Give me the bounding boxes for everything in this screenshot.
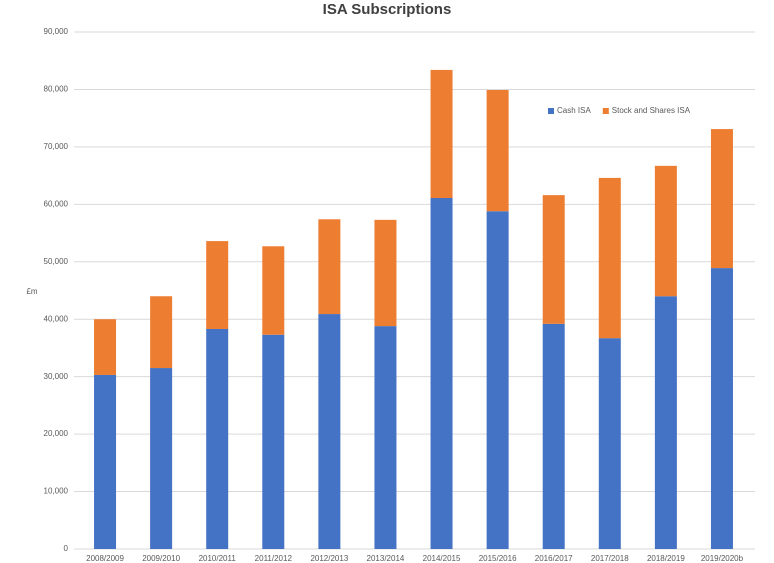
bar-segment [486,211,509,549]
legend-swatch [548,108,554,114]
y-axis-label: £m [26,287,37,296]
x-tick-label: 2015/2016 [479,554,517,563]
x-tick-label: 2013/2014 [367,554,405,563]
x-tick-label: 2016/2017 [535,554,573,563]
bar-segment [94,374,117,549]
bar-segment [94,319,117,375]
bar-segment [710,268,733,549]
chart-title: ISA Subscriptions [323,1,452,18]
x-tick-label: 2010/2011 [199,554,237,563]
x-tick-label: 2019/2020b [701,554,744,563]
bar-segment [206,241,229,329]
x-tick-label: 2017/2018 [591,554,629,563]
bar-segment [374,326,397,549]
x-tick-label: 2008/2009 [86,554,124,563]
bar-segment [374,219,397,327]
x-tick-label: 2011/2012 [255,554,293,563]
x-tick-label: 2009/2010 [142,554,180,563]
bar-segment [542,195,565,324]
bar-segment [262,334,285,549]
bar-segment [486,90,509,212]
bar-segment [598,338,621,549]
y-tick-label: 10,000 [44,487,69,496]
bar-segment [150,296,173,369]
bar-segment [262,246,285,335]
legend-label: Cash ISA [557,106,591,115]
x-tick-label: 2018/2019 [647,554,685,563]
y-tick-label: 70,000 [44,142,69,151]
bar-segment [654,165,677,297]
legend-label: Stock and Shares ISA [612,106,691,115]
bar-segment [598,177,621,339]
legend-swatch [602,108,609,114]
bar-segment [710,129,733,269]
y-tick-label: 20,000 [44,429,69,438]
y-tick-label: 30,000 [44,372,69,381]
y-tick-label: 60,000 [44,199,69,208]
bar-segment [150,368,173,549]
x-tick-label: 2012/2013 [310,554,348,563]
y-tick-label: 90,000 [44,27,69,36]
bar-segment [654,296,677,549]
y-tick-label: 80,000 [44,85,69,94]
bar-segment [430,198,453,549]
x-tick-label: 2014/2015 [423,554,461,563]
bar-segment [206,328,229,549]
y-tick-label: 50,000 [44,257,69,266]
bar-segment [542,323,565,549]
y-tick-label: 0 [64,544,69,553]
bar-segment [318,314,341,549]
bar-segment [430,69,453,199]
bar-segment [318,219,341,315]
y-tick-label: 40,000 [44,314,69,323]
